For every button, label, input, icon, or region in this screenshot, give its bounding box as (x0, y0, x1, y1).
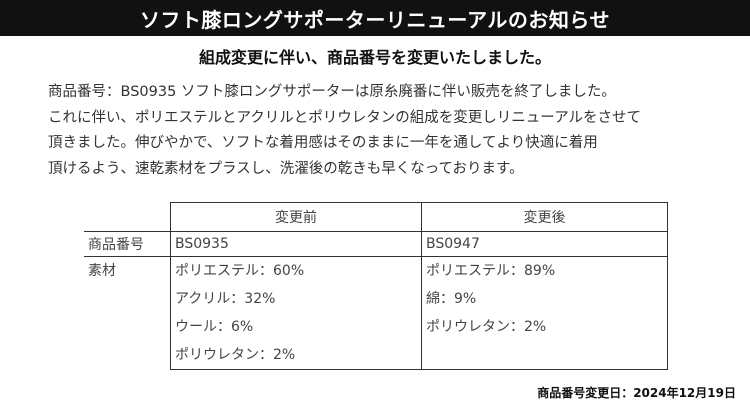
material-item-empty (426, 341, 667, 369)
material-item: 綿：9% (426, 291, 477, 307)
column-header-before: 変更前 (170, 202, 422, 232)
code-after: BS0947 (421, 231, 668, 257)
material-item: ポリウレタン：2% (175, 347, 296, 363)
banner: ソフト膝ロングサポーターリニューアルのお知らせ (0, 0, 750, 36)
material-item: ポリエステル：89% (426, 263, 556, 279)
table-row: 商品番号 BS0935 BS0947 (84, 231, 668, 257)
body-text: 商品番号：BS0935 ソフト膝ロングサポーターは原糸廃番に伴い販売を終了しまし… (48, 80, 738, 182)
row-label-material: 素材 (84, 256, 171, 370)
body-line: 頂きました。伸びやかで、ソフトな着用感はそのままに一年を通してより快適に着用 (48, 135, 598, 151)
material-item: ポリエステル：60% (175, 263, 305, 279)
material-item: アクリル：32% (175, 291, 276, 307)
table-corner (84, 203, 171, 232)
row-label-code: 商品番号 (84, 231, 171, 257)
row-label-material-text: 素材 (88, 263, 116, 279)
comparison-table: 変更前 変更後 商品番号 BS0935 BS0947 素材 ポリエステル：60%… (84, 202, 668, 370)
body-line: 頂けるよう、速乾素材をプラスし、洗濯後の乾きも早くなっております。 (48, 160, 524, 177)
table-header-row: 変更前 変更後 (84, 202, 668, 232)
subtitle: 組成変更に伴い、商品番号を変更いたしました。 (198, 48, 551, 67)
column-header-after: 変更後 (421, 202, 668, 232)
body-line: これに伴い、ポリエステルとアクリルとポリウレタンの組成を変更しリニューアルをさせ… (48, 109, 642, 126)
materials-before: ポリエステル：60% アクリル：32% ウール：6% ポリウレタン：2% (170, 256, 422, 370)
body-line: 商品番号：BS0935 ソフト膝ロングサポーターは原糸廃番に伴い販売を終了しまし… (48, 84, 616, 100)
banner-title: ソフト膝ロングサポーターリニューアルのお知らせ (139, 7, 611, 32)
material-item: ポリウレタン：2% (426, 319, 547, 335)
code-before: BS0935 (170, 231, 422, 257)
materials-after: ポリエステル：89% 綿：9% ポリウレタン：2% (421, 256, 668, 370)
table-row: 素材 ポリエステル：60% アクリル：32% ウール：6% ポリウレタン：2% … (84, 256, 668, 370)
change-date-note: 商品番号変更日：2024年12月19日 (537, 386, 736, 400)
material-item: ウール：6% (175, 319, 254, 335)
